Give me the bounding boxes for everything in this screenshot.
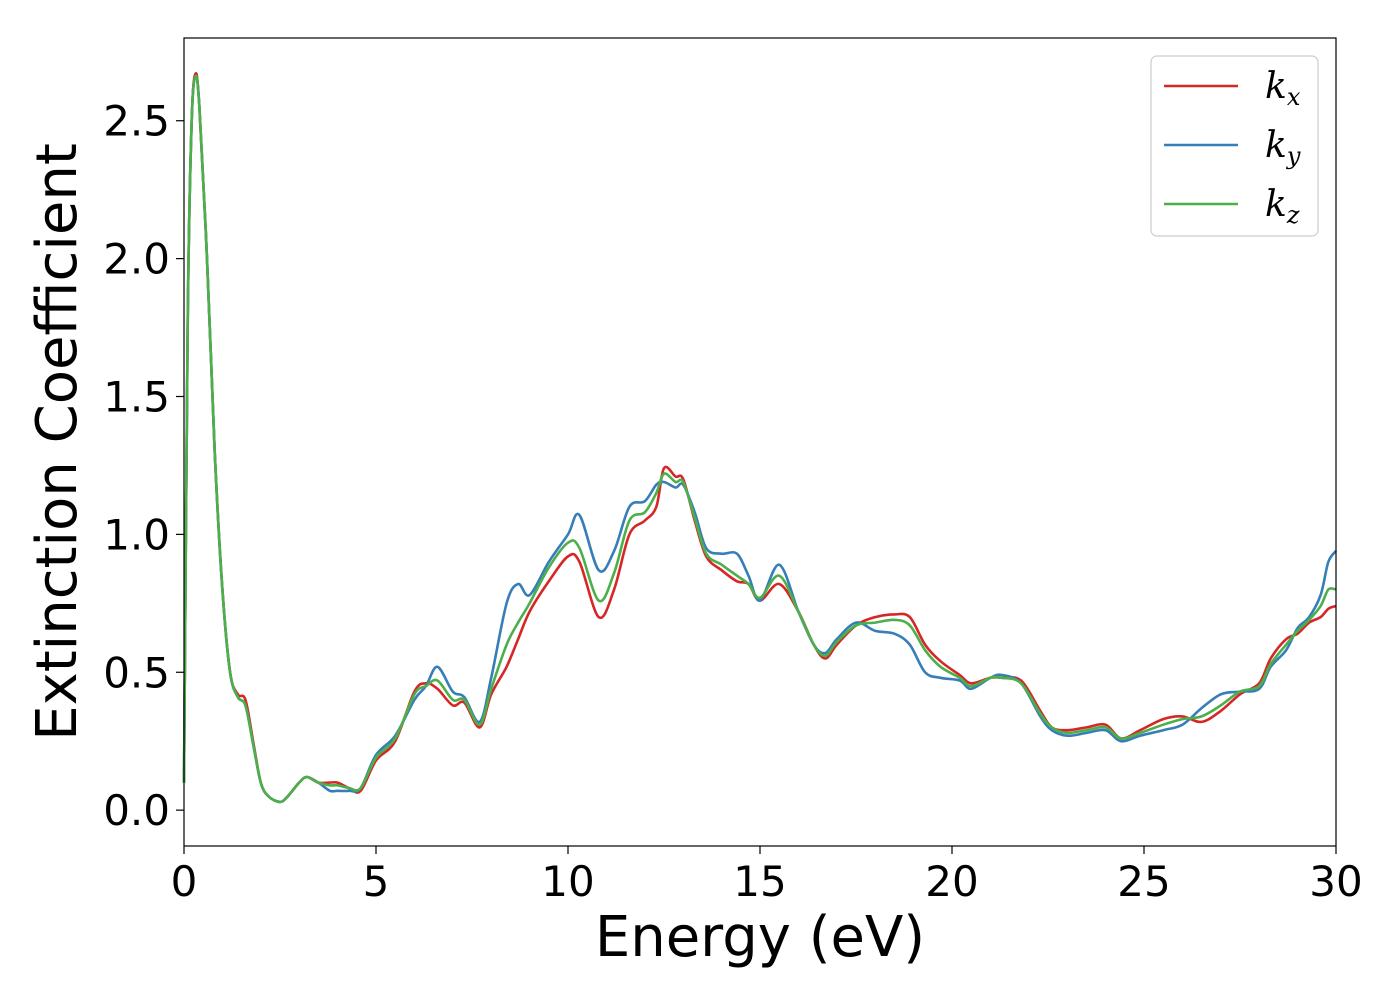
x-tick-label: 30: [1309, 857, 1362, 906]
y-tick-label: 1.0: [103, 510, 170, 559]
legend: kx ky kz: [1150, 55, 1319, 237]
x-tick-label: 25: [1117, 857, 1170, 906]
x-tick-label: 15: [733, 857, 786, 906]
x-axis-title: Energy (eV): [595, 905, 925, 970]
x-tick-label: 5: [363, 857, 390, 906]
legend-label: kx: [1265, 66, 1301, 111]
x-tick-label: 20: [925, 857, 978, 906]
y-tick-label: 0.5: [103, 648, 170, 697]
y-axis-title: Extinction Coefficient: [25, 143, 90, 741]
x-tick-label: 10: [541, 857, 594, 906]
y-tick-label: 1.5: [103, 372, 170, 421]
y-tick-label: 0.0: [103, 786, 170, 835]
legend-label: ky: [1265, 125, 1301, 170]
series-line-3: [182, 74, 1337, 804]
legend-label: kz: [1265, 184, 1300, 229]
series-layer: [182, 72, 1338, 804]
y-tick-label: 2.5: [103, 97, 170, 146]
x-axis: 0 5 10 15 20 25 30: [171, 846, 1363, 906]
y-tick-label: 2.0: [103, 235, 170, 284]
y-axis: 0.0 0.5 1.0 1.5 2.0 2.5: [103, 97, 184, 835]
x-tick-label: 0: [171, 857, 198, 906]
